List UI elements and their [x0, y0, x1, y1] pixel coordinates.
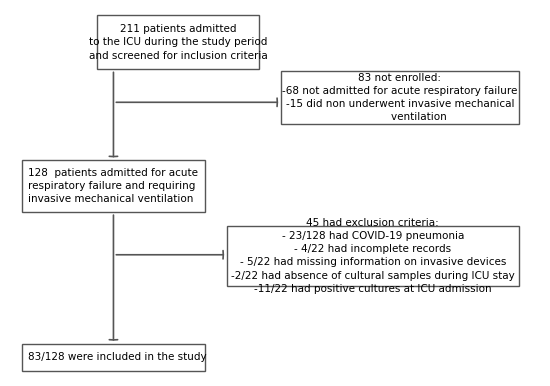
FancyBboxPatch shape — [281, 71, 519, 124]
Text: 128  patients admitted for acute
respiratory failure and requiring
invasive mech: 128 patients admitted for acute respirat… — [28, 168, 198, 205]
Text: 83/128 were included in the study: 83/128 were included in the study — [28, 352, 207, 362]
Text: 211 patients admitted
to the ICU during the study period
and screened for inclus: 211 patients admitted to the ICU during … — [89, 24, 268, 61]
FancyBboxPatch shape — [97, 15, 260, 69]
Text: 45 had exclusion criteria:
- 23/128 had COVID-19 pneumonia
- 4/22 had incomplete: 45 had exclusion criteria: - 23/128 had … — [231, 218, 515, 294]
FancyBboxPatch shape — [21, 160, 205, 212]
Text: 83 not enrolled:
-68 not admitted for acute respiratory failure
-15 did non unde: 83 not enrolled: -68 not admitted for ac… — [282, 73, 518, 122]
FancyBboxPatch shape — [227, 226, 519, 286]
FancyBboxPatch shape — [21, 344, 205, 371]
